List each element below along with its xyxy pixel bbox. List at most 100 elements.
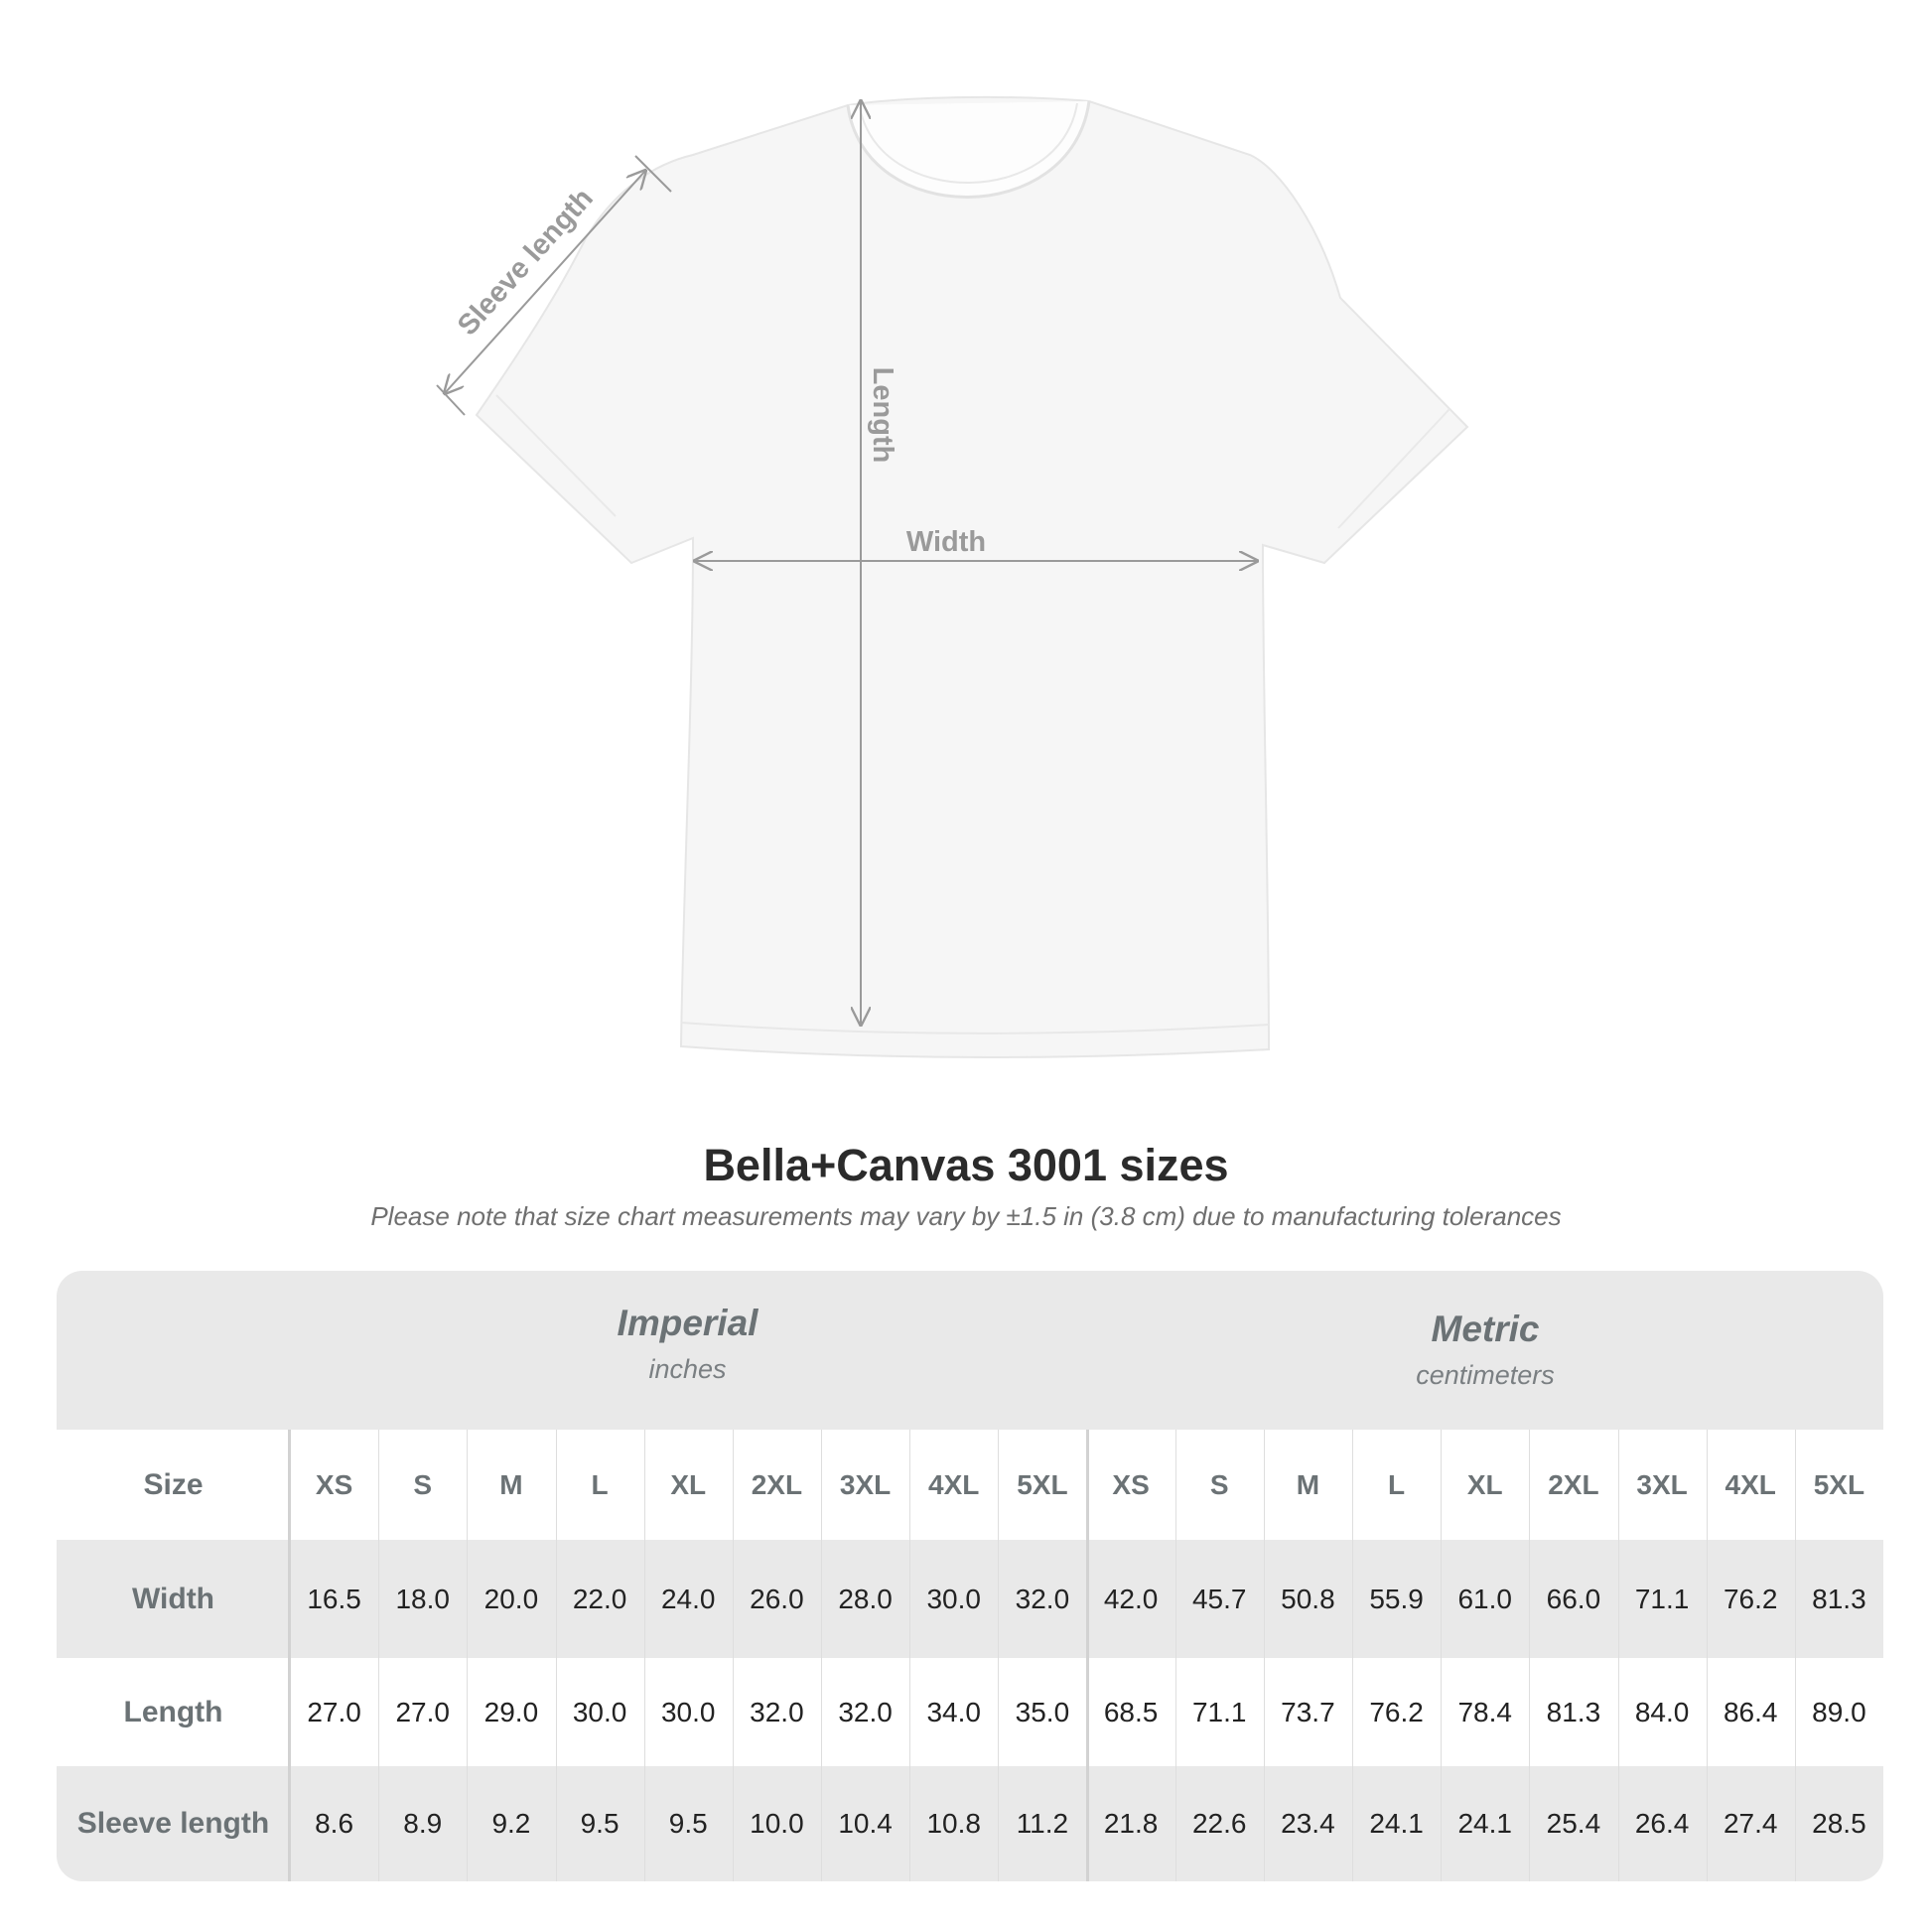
metric-size-header: 3XL xyxy=(1636,1468,1688,1500)
label-column-divider xyxy=(288,1430,291,1881)
metric-value-cell: 68.5 xyxy=(1103,1696,1159,1727)
imperial-value-cell: 30.0 xyxy=(572,1696,627,1727)
imperial-size-header: M xyxy=(499,1468,523,1500)
metric-value-cell: 66.0 xyxy=(1546,1583,1601,1614)
metric-unit: centimeters xyxy=(1416,1360,1555,1390)
imperial-header: Imperial inches xyxy=(290,1303,1085,1385)
metric-size-header: 2XL xyxy=(1548,1468,1599,1500)
column-divider xyxy=(1706,1430,1708,1881)
page-title: Bella+Canvas 3001 sizes xyxy=(703,1140,1229,1190)
metric-value-cell: 45.7 xyxy=(1191,1583,1247,1614)
imperial-size-header: 5XL xyxy=(1017,1468,1068,1500)
metric-value-cell: 23.4 xyxy=(1281,1808,1335,1839)
imperial-value-cell: 11.2 xyxy=(1016,1808,1069,1839)
column-divider xyxy=(1085,1430,1089,1881)
metric-title: Metric xyxy=(1431,1309,1540,1349)
metric-size-header: XS xyxy=(1112,1468,1150,1500)
metric-value-cell: 42.0 xyxy=(1103,1583,1159,1614)
imperial-unit: inches xyxy=(648,1354,727,1384)
imperial-size-header: XL xyxy=(670,1468,707,1500)
imperial-value-cell: 18.0 xyxy=(395,1583,450,1614)
imperial-value-cell: 29.0 xyxy=(483,1696,539,1727)
metric-value-cell: 24.1 xyxy=(1457,1808,1512,1839)
imperial-value-cell: 27.0 xyxy=(395,1696,450,1727)
column-divider xyxy=(378,1430,380,1881)
row-label: Length xyxy=(123,1695,223,1728)
tshirt-diagram: Sleeve length Length Width xyxy=(436,95,1469,1058)
metric-value-cell: 71.1 xyxy=(1191,1696,1247,1727)
tolerance-note: Please note that size chart measurements… xyxy=(370,1201,1562,1231)
metric-value-cell: 81.3 xyxy=(1812,1583,1866,1614)
column-divider xyxy=(1529,1430,1531,1881)
imperial-value-cell: 32.0 xyxy=(1015,1583,1070,1614)
imperial-size-header: XS xyxy=(315,1468,353,1500)
imperial-size-header: L xyxy=(591,1468,609,1500)
imperial-value-cell: 34.0 xyxy=(926,1696,981,1727)
column-divider xyxy=(1617,1430,1619,1881)
imperial-size-header: 4XL xyxy=(928,1468,980,1500)
metric-value-cell: 25.4 xyxy=(1546,1808,1601,1839)
row-label: Sleeve length xyxy=(76,1807,270,1840)
column-divider xyxy=(821,1430,822,1881)
metric-value-cell: 84.0 xyxy=(1634,1696,1690,1727)
metric-value-cell: 27.4 xyxy=(1723,1808,1778,1839)
metric-value-cell: 73.7 xyxy=(1281,1696,1335,1727)
column-divider xyxy=(467,1430,469,1881)
metric-value-cell: 76.2 xyxy=(1723,1583,1778,1614)
column-divider xyxy=(555,1430,557,1881)
imperial-value-cell: 24.0 xyxy=(660,1583,716,1614)
imperial-size-header: 3XL xyxy=(839,1468,892,1500)
metric-value-cell: 86.4 xyxy=(1723,1696,1778,1727)
imperial-value-cell: 9.5 xyxy=(668,1808,708,1839)
width-label: Width xyxy=(906,526,986,558)
metric-value-cell: 89.0 xyxy=(1812,1696,1866,1727)
tshirt-image xyxy=(475,95,1469,1058)
imperial-size-header: S xyxy=(413,1468,433,1500)
imperial-title: Imperial xyxy=(617,1303,759,1343)
imperial-value-cell: 32.0 xyxy=(750,1696,804,1727)
column-divider xyxy=(1352,1430,1353,1881)
metric-value-cell: 76.2 xyxy=(1369,1696,1424,1727)
table-header-band xyxy=(57,1271,1883,1430)
imperial-value-cell: 27.0 xyxy=(307,1696,361,1727)
imperial-value-cell: 28.0 xyxy=(838,1583,893,1614)
imperial-value-cell: 30.0 xyxy=(926,1583,981,1614)
column-divider xyxy=(909,1430,911,1881)
imperial-value-cell: 9.5 xyxy=(580,1808,620,1839)
imperial-value-cell: 9.2 xyxy=(491,1808,531,1839)
imperial-value-cell: 10.4 xyxy=(838,1808,893,1839)
imperial-value-cell: 20.0 xyxy=(483,1583,539,1614)
metric-value-cell: 21.8 xyxy=(1103,1808,1159,1839)
column-divider xyxy=(1263,1430,1265,1881)
imperial-value-cell: 8.6 xyxy=(315,1808,354,1839)
metric-value-cell: 71.1 xyxy=(1634,1583,1690,1614)
metric-value-cell: 55.9 xyxy=(1369,1583,1424,1614)
metric-size-header: 5XL xyxy=(1813,1468,1865,1500)
row-label: Width xyxy=(131,1582,215,1615)
row-band-sleeve xyxy=(57,1766,1883,1881)
metric-size-header: S xyxy=(1209,1468,1229,1500)
column-divider xyxy=(1174,1430,1176,1881)
metric-value-cell: 81.3 xyxy=(1546,1696,1601,1727)
metric-value-cell: 78.4 xyxy=(1457,1696,1512,1727)
column-divider xyxy=(1441,1430,1443,1881)
column-divider xyxy=(732,1430,734,1881)
metric-value-cell: 28.5 xyxy=(1812,1808,1866,1839)
column-divider xyxy=(998,1430,1000,1881)
imperial-value-cell: 8.9 xyxy=(403,1808,443,1839)
column-divider xyxy=(643,1430,645,1881)
row-band-width xyxy=(57,1540,1883,1658)
metric-value-cell: 61.0 xyxy=(1457,1583,1512,1614)
imperial-value-cell: 26.0 xyxy=(750,1583,804,1614)
metric-size-header: XL xyxy=(1466,1468,1503,1500)
metric-value-cell: 24.1 xyxy=(1369,1808,1424,1839)
imperial-size-header: 2XL xyxy=(751,1468,803,1500)
metric-size-header: 4XL xyxy=(1725,1468,1776,1500)
metric-size-header: L xyxy=(1388,1468,1406,1500)
imperial-value-cell: 32.0 xyxy=(838,1696,893,1727)
imperial-value-cell: 22.0 xyxy=(572,1583,627,1614)
column-divider xyxy=(1794,1430,1796,1881)
metric-header: Metric centimeters xyxy=(1087,1309,1883,1391)
metric-value-cell: 50.8 xyxy=(1281,1583,1335,1614)
sleeve-arrow xyxy=(445,171,645,393)
